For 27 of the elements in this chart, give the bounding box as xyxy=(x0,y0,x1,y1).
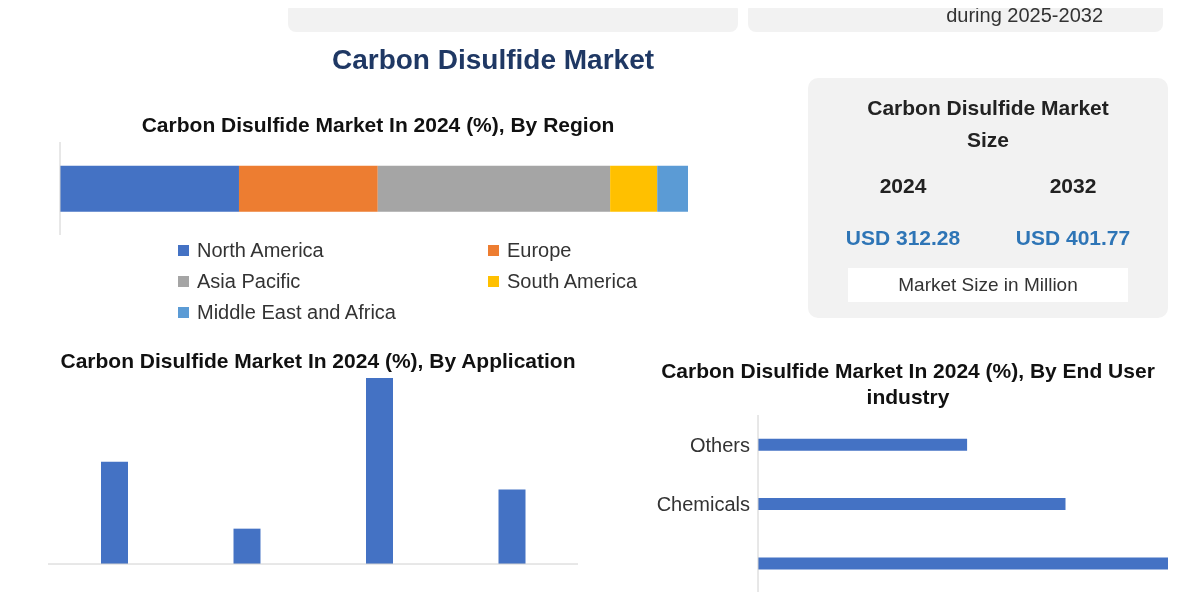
legend-label: Europe xyxy=(506,238,573,264)
y-tick-label: Others xyxy=(689,433,750,456)
text: during 2025-2032 xyxy=(946,7,1103,26)
bar xyxy=(233,528,261,565)
legend-label: Asia Pacific xyxy=(196,269,302,295)
legend-label: Middle East and Africa xyxy=(196,300,397,326)
text: USD 401.77 xyxy=(1015,226,1131,249)
bar xyxy=(377,165,611,212)
bar xyxy=(498,489,526,565)
chart-title: Carbon Disulfide Market In 2024 (%), By Region xyxy=(140,112,616,138)
bar xyxy=(610,165,658,212)
legend-label: South America xyxy=(506,269,639,295)
bar xyxy=(657,165,688,212)
legend-label: North America xyxy=(196,238,325,264)
bar xyxy=(60,165,239,212)
chart-title: Carbon Disulfide Market In 2024 (%), By Application xyxy=(59,348,577,374)
text: Market Size in Million xyxy=(898,274,1078,295)
bar xyxy=(101,461,128,565)
bar xyxy=(238,165,378,212)
text: USD 312.28 xyxy=(845,226,961,249)
y-tick-label: Chemicals xyxy=(656,492,750,515)
bar xyxy=(366,378,393,565)
category-label: 2024 xyxy=(878,174,928,198)
category-label: 2032 xyxy=(1048,174,1098,198)
text: Carbon Disulfide Market Size xyxy=(866,95,1110,153)
chart-title: Carbon Disulfide Market In 2024 (%), By End User industry xyxy=(660,358,1156,411)
text: Carbon Disulfide Market xyxy=(330,44,656,76)
